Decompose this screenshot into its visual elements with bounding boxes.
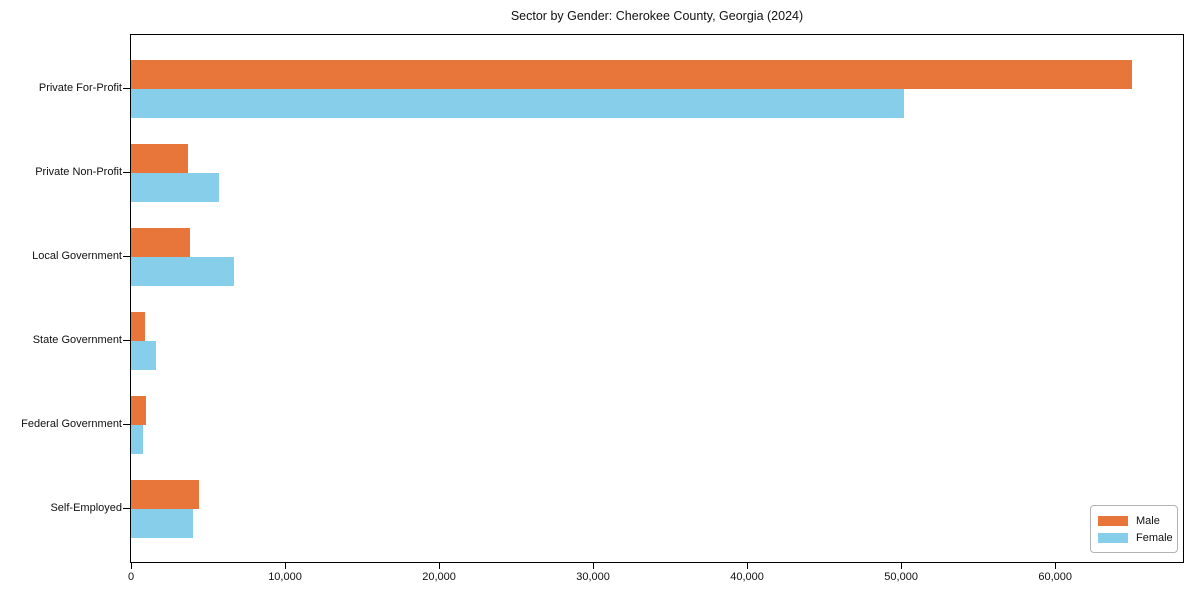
x-tick-mark (284, 563, 286, 569)
bar-male-1 (131, 60, 1132, 89)
x-tick-label: 40,000 (730, 571, 764, 583)
bar-female-5 (131, 425, 143, 454)
x-tick-label: 10,000 (268, 571, 302, 583)
y-axis-label: Private Non-Profit (35, 166, 122, 178)
y-tick-mark (123, 88, 130, 89)
y-axis-label: Local Government (32, 250, 122, 262)
x-tick-mark (900, 563, 902, 569)
x-tick-mark (746, 563, 748, 569)
bar-male-6 (131, 480, 199, 509)
chart-title: Sector by Gender: Cherokee County, Georg… (510, 9, 804, 23)
plot-area (130, 34, 1184, 563)
legend-label-male: Male (1136, 514, 1160, 527)
bar-male-2 (131, 144, 188, 173)
bar-female-1 (131, 89, 904, 118)
bar-female-6 (131, 509, 193, 538)
x-tick-mark (130, 563, 132, 569)
bar-male-4 (131, 312, 145, 341)
y-tick-mark (123, 256, 130, 257)
y-tick-mark (123, 172, 130, 173)
x-tick-label: 30,000 (576, 571, 610, 583)
bar-male-3 (131, 228, 190, 257)
legend-label-female: Female (1136, 531, 1173, 544)
x-tick-label: 20,000 (422, 571, 456, 583)
bar-female-3 (131, 257, 234, 286)
legend: Male Female (1090, 505, 1178, 553)
x-tick-mark (1054, 563, 1056, 569)
bar-female-2 (131, 173, 219, 202)
y-axis-label: Federal Government (21, 418, 122, 430)
y-tick-mark (123, 340, 130, 341)
x-tick-mark (592, 563, 594, 569)
legend-entry-male: Male (1098, 512, 1170, 529)
bar-female-4 (131, 341, 156, 370)
y-tick-mark (123, 424, 130, 425)
y-axis-label: State Government (32, 334, 122, 346)
x-tick-mark (438, 563, 440, 569)
legend-swatch-female-icon (1098, 532, 1128, 543)
y-tick-mark (123, 508, 130, 509)
legend-entry-female: Female (1098, 529, 1173, 546)
x-tick-label: 0 (127, 571, 135, 583)
y-axis-label: Private For-Profit (38, 82, 122, 94)
x-tick-label: 60,000 (1038, 571, 1072, 583)
y-axis-label: Self-Employed (50, 502, 122, 514)
x-tick-label: 50,000 (884, 571, 918, 583)
legend-swatch-male-icon (1098, 515, 1128, 526)
bar-male-5 (131, 396, 146, 425)
